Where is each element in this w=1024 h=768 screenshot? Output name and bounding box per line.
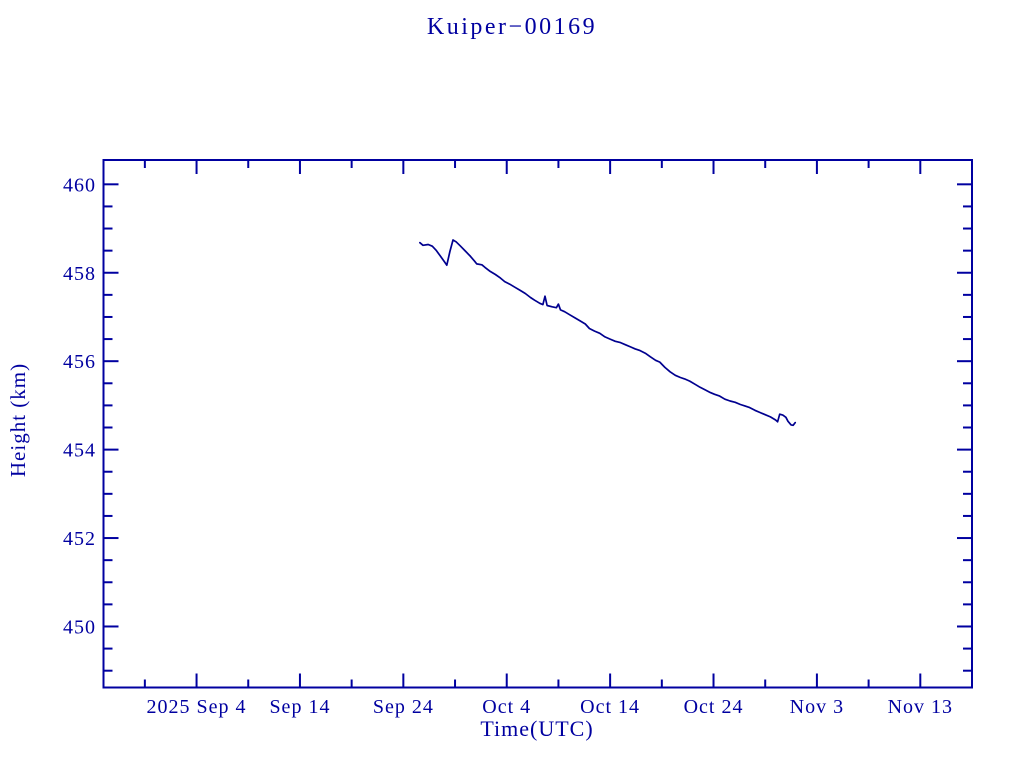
x-tick-label: 2025 Sep 4 — [147, 696, 247, 718]
data-line-orbit-height — [419, 239, 797, 427]
x-tick-label: Oct 4 — [482, 696, 531, 718]
y-tick-label: 454 — [63, 440, 96, 462]
x-tick-label: Oct 24 — [684, 696, 744, 718]
x-tick-label: Sep 24 — [373, 696, 434, 718]
x-tick-label: Oct 14 — [580, 696, 640, 718]
x-tick-label: Sep 14 — [269, 696, 330, 718]
plot-frame — [102, 159, 973, 689]
y-tick-label: 456 — [63, 351, 96, 373]
x-axis-title: Time(UTC) — [480, 716, 594, 741]
y-tick-label: 450 — [63, 616, 96, 638]
y-tick-label: 452 — [63, 528, 96, 550]
x-tick-label: Nov 3 — [790, 696, 844, 718]
y-tick-label: 458 — [63, 263, 96, 285]
chart-title: Kuiper−00169 — [426, 14, 598, 40]
y-tick-label: 460 — [63, 174, 96, 196]
x-tick-label: Nov 13 — [888, 696, 953, 718]
y-axis-title: Height (km) — [6, 362, 30, 478]
